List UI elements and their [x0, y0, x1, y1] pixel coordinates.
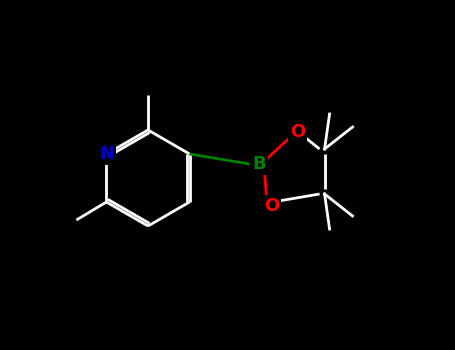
Text: B: B: [253, 155, 266, 173]
Text: O: O: [264, 197, 279, 215]
Text: O: O: [290, 123, 305, 141]
Text: N: N: [99, 145, 114, 163]
